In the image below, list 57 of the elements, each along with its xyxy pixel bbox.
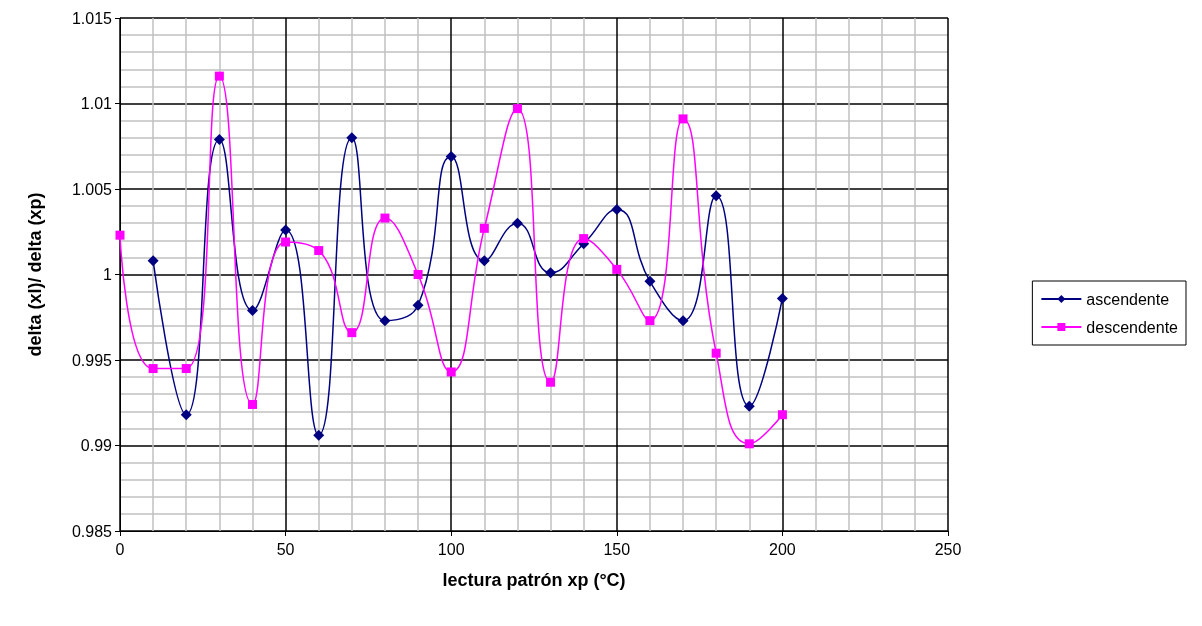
y-tick-label: 1.01: [80, 95, 113, 112]
point: [710, 190, 722, 202]
point: [479, 223, 489, 233]
point: [511, 217, 523, 229]
point: [346, 132, 358, 144]
point: [612, 264, 622, 274]
point: [379, 315, 391, 327]
point: [380, 213, 390, 223]
point: [446, 367, 456, 377]
x-tick-label: 150: [603, 540, 631, 558]
point: [445, 151, 457, 163]
point: [313, 429, 325, 441]
point: [247, 399, 257, 409]
x-tick-label: 50: [276, 540, 295, 558]
point: [412, 299, 424, 311]
y-tick-label: 0.985: [71, 522, 113, 540]
point: [214, 71, 224, 81]
point: [677, 315, 689, 327]
x-tick-label: 250: [934, 540, 962, 558]
legend-label: ascendente: [1086, 290, 1170, 308]
point: [281, 237, 291, 247]
point: [280, 224, 292, 236]
point: [512, 104, 522, 114]
point: [478, 255, 490, 267]
y-tick-label: 1.015: [71, 9, 113, 27]
y-tick-label: 0.995: [71, 351, 113, 369]
point: [181, 364, 191, 374]
point: [776, 292, 788, 304]
point: [777, 410, 787, 420]
point: [213, 133, 225, 145]
y-tick-label: 1: [103, 266, 113, 283]
point: [546, 377, 556, 387]
point: [611, 204, 623, 216]
point: [413, 270, 423, 279]
point: [711, 348, 721, 358]
point: [744, 439, 754, 449]
x-tick-label: 200: [769, 540, 796, 558]
point: [545, 267, 557, 279]
x-tick-label: 100: [437, 540, 465, 558]
point: [314, 246, 324, 256]
point: [678, 114, 688, 124]
point: [579, 234, 589, 244]
y-tick-label: 0.99: [80, 437, 113, 454]
x-tick-label: 0: [115, 540, 125, 558]
point: [148, 364, 158, 374]
point: [644, 275, 656, 287]
point: [347, 328, 357, 338]
point: [743, 400, 755, 412]
point: [147, 255, 159, 267]
point: [246, 304, 258, 316]
y-axis-title: delta (xl)/ delta (xp): [25, 192, 45, 357]
point: [180, 409, 192, 421]
y-tick-label: 1.005: [71, 180, 113, 198]
point: [645, 316, 655, 326]
x-axis-title: lectura patrón xp (°C): [442, 570, 626, 590]
legend-label: descendente: [1086, 318, 1179, 336]
point: [115, 230, 125, 240]
